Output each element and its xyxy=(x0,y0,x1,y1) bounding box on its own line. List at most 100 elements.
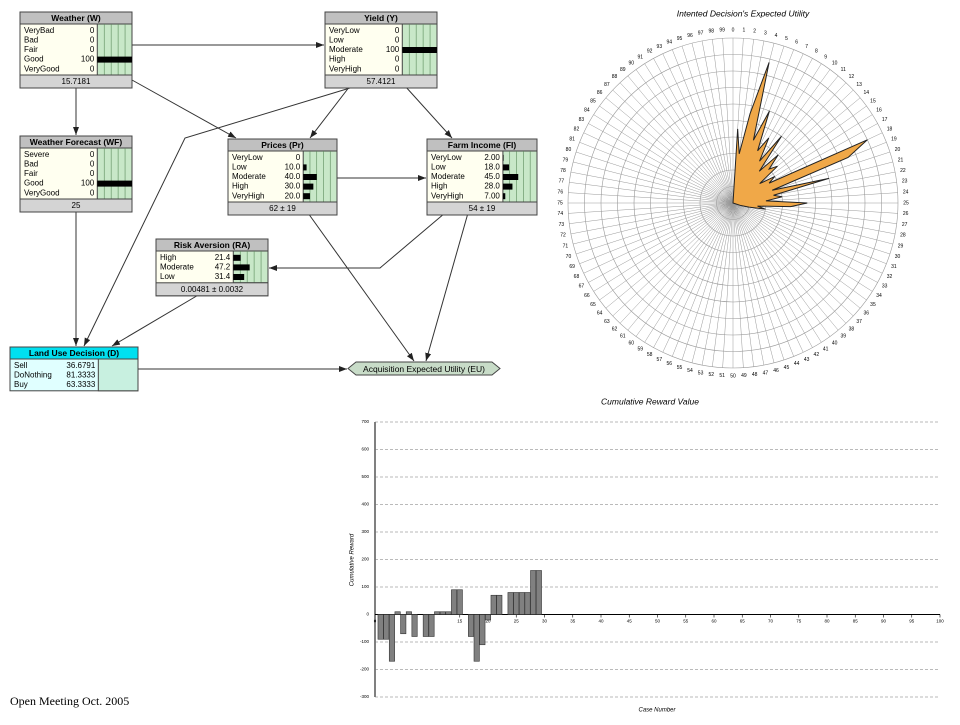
spoke xyxy=(732,202,878,283)
spoke xyxy=(732,202,887,264)
node-footer xyxy=(227,201,338,216)
angle-label: 95 xyxy=(677,36,683,42)
state-value: 18.0 xyxy=(484,163,500,172)
spoke xyxy=(732,202,785,361)
y-tick-label: -300 xyxy=(360,694,370,699)
angle-label: 34 xyxy=(876,293,882,299)
angle-label: 12 xyxy=(849,74,855,80)
spoke xyxy=(570,202,734,235)
spoke xyxy=(732,202,854,317)
state-bar xyxy=(97,180,132,187)
angle-label: 68 xyxy=(574,274,580,280)
spoke xyxy=(635,69,734,204)
node-belief: 62 ± 19 xyxy=(269,204,296,213)
state-value: 0 xyxy=(395,64,400,73)
angle-label: 28 xyxy=(900,233,906,239)
state-value: 36.6791 xyxy=(66,361,95,370)
state-name: Moderate xyxy=(160,263,194,272)
state-value: 10.0 xyxy=(285,163,301,172)
angle-label: 5 xyxy=(785,36,788,42)
state-name: Bad xyxy=(24,160,38,169)
node-belief: 25 xyxy=(72,201,81,210)
spoke xyxy=(573,161,734,204)
state-value: 40.0 xyxy=(285,172,301,181)
angle-label: 0 xyxy=(732,27,735,33)
angle-label: 14 xyxy=(864,90,870,96)
spoke xyxy=(732,202,804,353)
angle-label: 75 xyxy=(557,200,563,206)
bar xyxy=(394,611,401,615)
state-value: 0 xyxy=(90,188,95,197)
chart-title: Intented Decision's Expected Utility xyxy=(677,8,810,18)
angle-label: 30 xyxy=(895,254,901,260)
state-value: 20.0 xyxy=(285,191,301,200)
state-value: 81.3333 xyxy=(66,371,95,380)
spoke xyxy=(568,202,734,214)
spoke xyxy=(712,202,734,367)
angle-label: 82 xyxy=(574,127,580,133)
state-value: 100 xyxy=(81,55,95,64)
state-value: 45.0 xyxy=(484,172,500,181)
angle-label: 33 xyxy=(882,284,888,290)
angle-label: 83 xyxy=(579,117,585,123)
spoke xyxy=(722,202,734,368)
angle-label: 6 xyxy=(795,39,798,45)
node-title: Acquisition Expected Utility (EU) xyxy=(363,364,485,374)
bar xyxy=(377,614,384,640)
spoke xyxy=(579,142,734,204)
bar xyxy=(451,589,458,615)
angle-label: 60 xyxy=(629,340,635,346)
state-name: Moderate xyxy=(232,172,266,181)
node-title: Prices (Pr) xyxy=(261,140,304,150)
angle-label: 40 xyxy=(832,340,838,346)
angle-label: 23 xyxy=(902,179,908,185)
state-bar xyxy=(233,254,241,261)
state-bar xyxy=(303,174,317,180)
state-name: Moderate xyxy=(431,172,465,181)
state-value: 0 xyxy=(90,64,95,73)
node-footer xyxy=(324,74,438,89)
x-tick-label: 55 xyxy=(683,619,689,624)
spoke xyxy=(691,202,734,363)
node-header xyxy=(9,346,139,360)
spoke xyxy=(662,202,734,353)
angle-label: 46 xyxy=(773,368,779,374)
node-header xyxy=(227,138,338,152)
angle-label: 9 xyxy=(824,54,827,60)
state-bar xyxy=(502,174,519,180)
angle-label: 45 xyxy=(784,365,790,371)
spoke xyxy=(605,97,734,204)
angle-label: 86 xyxy=(597,90,603,96)
x-tick-label: 90 xyxy=(881,619,887,624)
x-tick-label: 25 xyxy=(514,619,520,624)
spoke xyxy=(701,202,734,366)
y-tick-label: 300 xyxy=(361,529,369,534)
node-title: Weather (W) xyxy=(51,13,101,23)
spoke xyxy=(732,202,861,309)
bar-area xyxy=(96,23,133,76)
angle-label: 99 xyxy=(719,28,725,34)
node-header xyxy=(426,138,538,152)
bar xyxy=(473,614,480,662)
spoke xyxy=(644,63,734,204)
spoke xyxy=(732,202,744,368)
state-name: Bad xyxy=(24,36,38,45)
spoke xyxy=(732,202,822,343)
angle-label: 1 xyxy=(742,28,745,34)
state-bar xyxy=(233,264,250,271)
angle-label: 3 xyxy=(764,30,767,36)
spoke xyxy=(583,202,734,274)
x-tick-label: 45 xyxy=(627,619,633,624)
spoke xyxy=(612,89,734,204)
angle-label: 79 xyxy=(563,157,569,163)
state-bar xyxy=(303,164,307,171)
angle-label: 55 xyxy=(677,365,683,371)
angle-label: 39 xyxy=(840,334,846,340)
spoke xyxy=(627,202,734,331)
state-value: 63.3333 xyxy=(66,380,95,389)
y-tick-label: 500 xyxy=(361,474,369,479)
state-name: VeryBad xyxy=(24,26,54,35)
state-value: 0 xyxy=(395,55,400,64)
state-value: 0 xyxy=(90,169,95,178)
y-tick-label: 700 xyxy=(361,419,369,424)
